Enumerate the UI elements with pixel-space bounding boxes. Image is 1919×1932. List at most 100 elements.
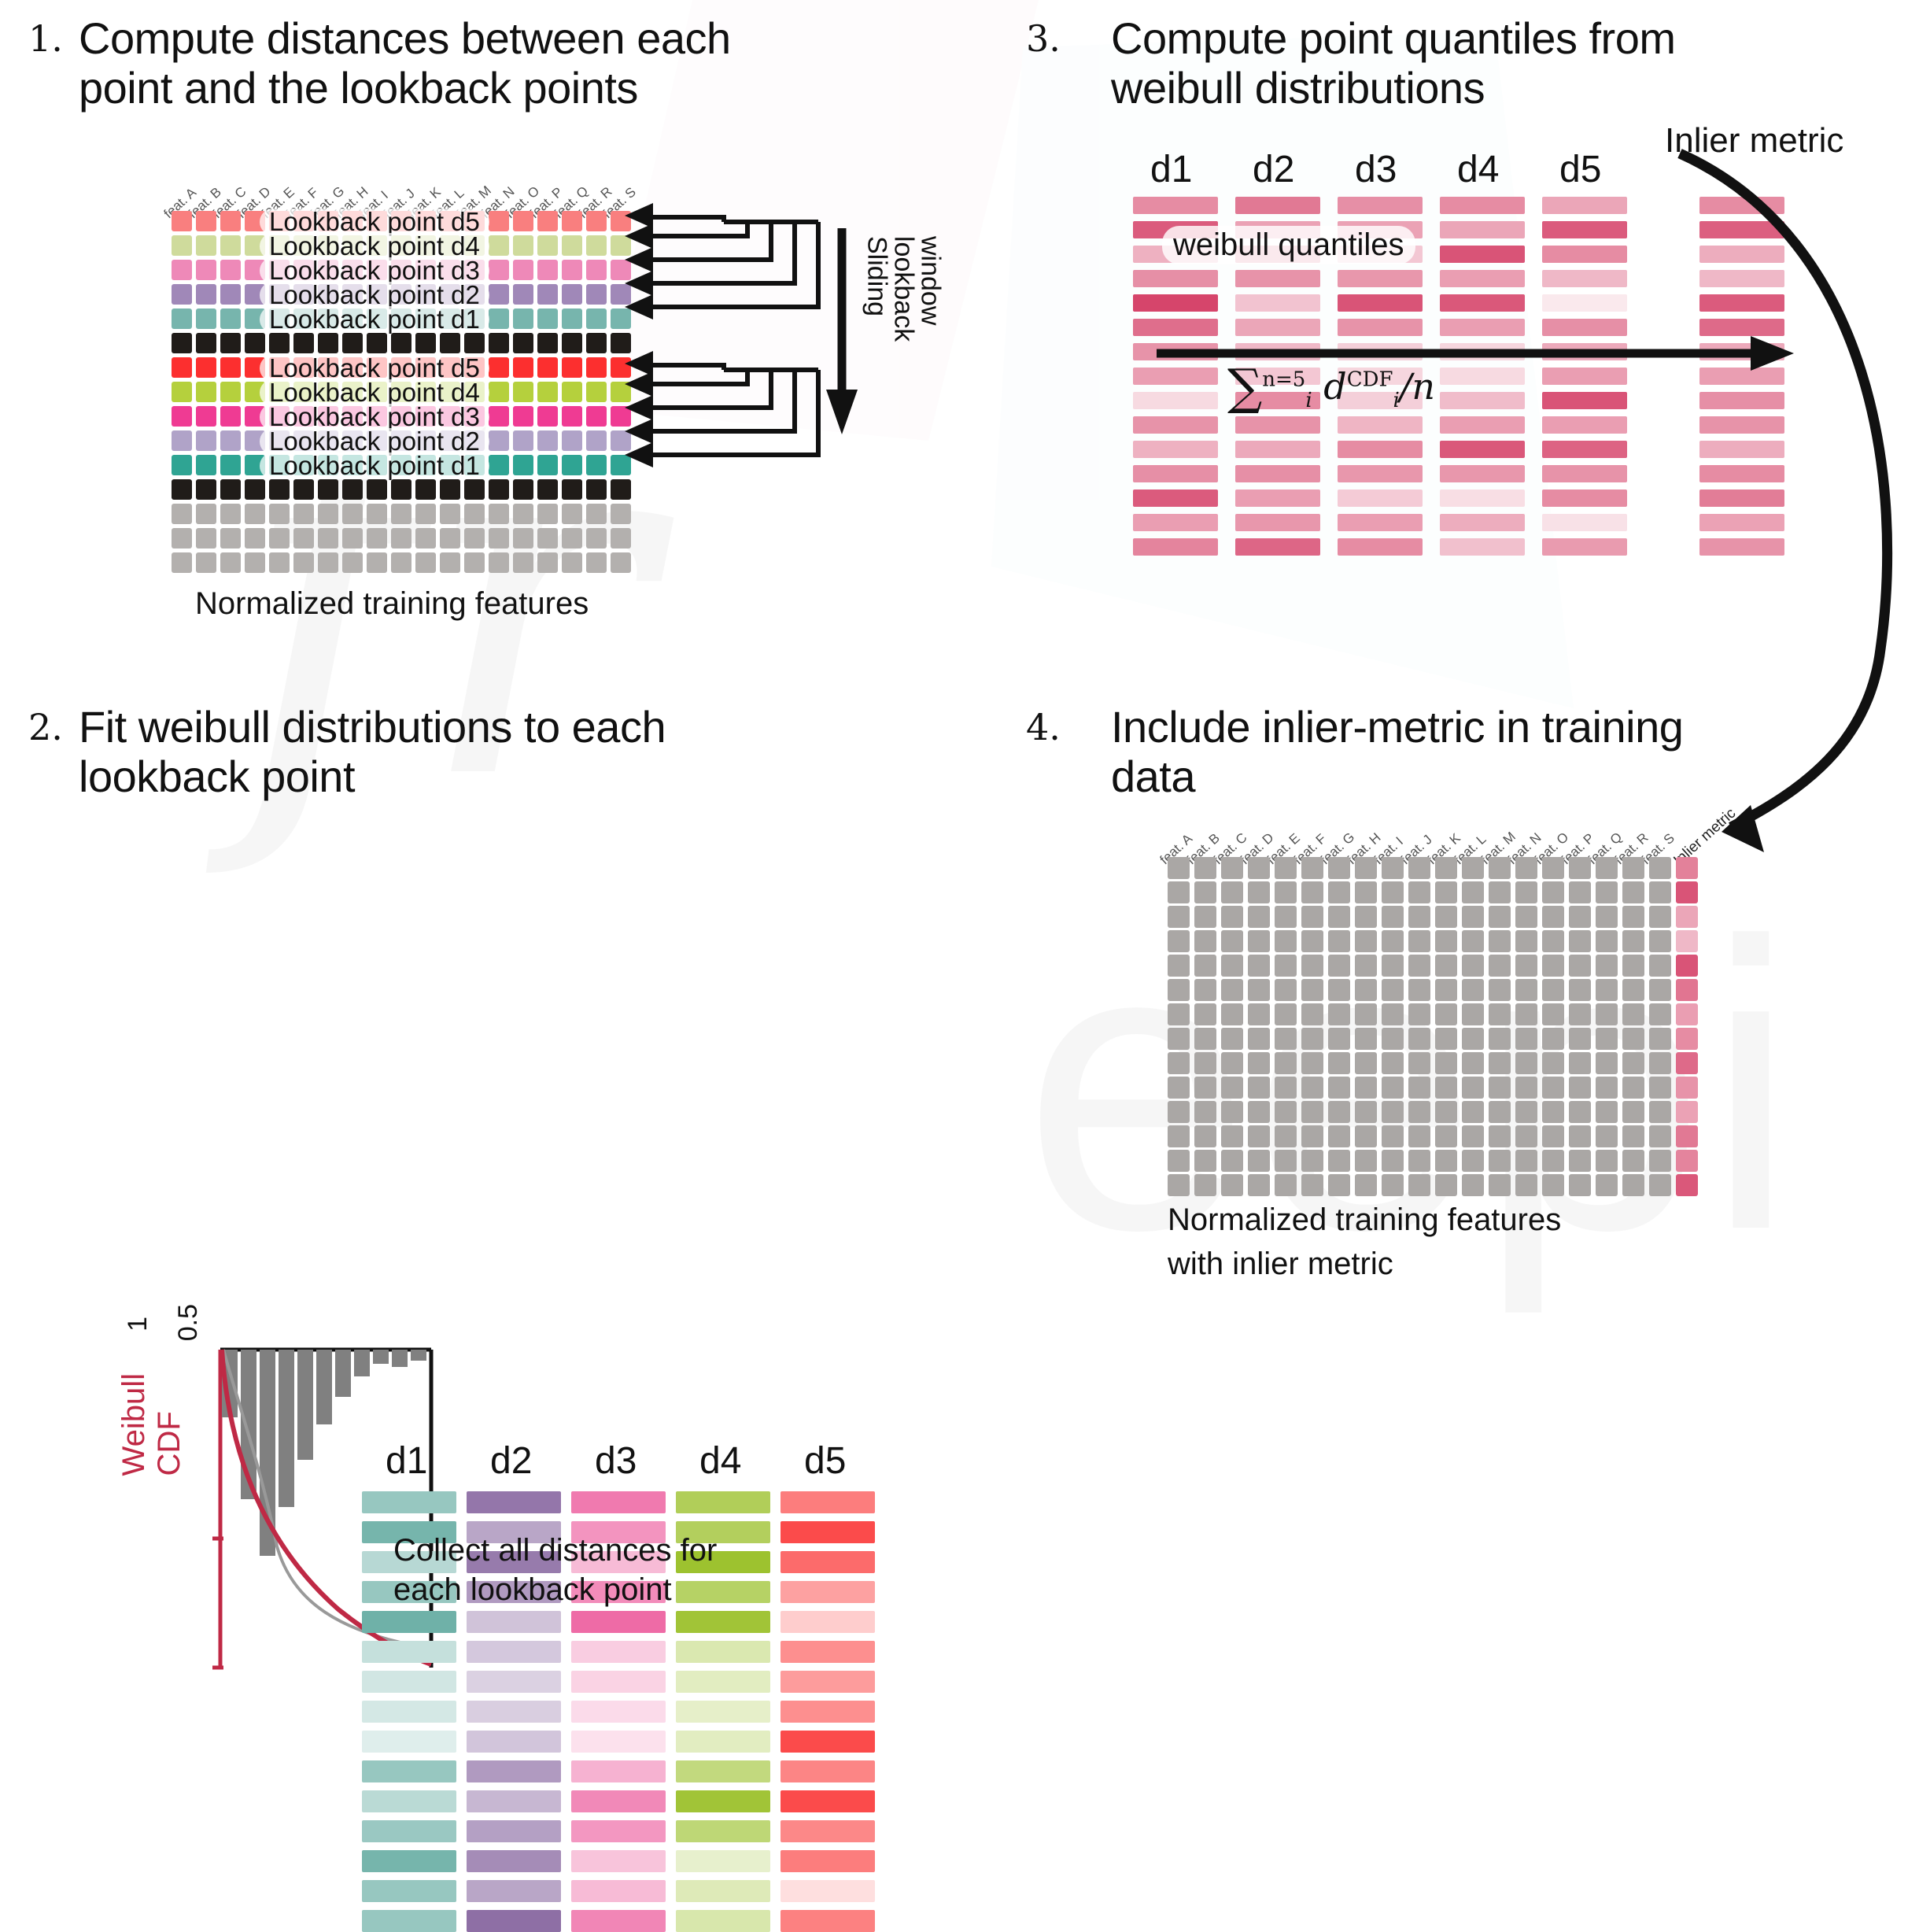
distance-bar: [781, 1581, 875, 1603]
quantile-bar: [1235, 197, 1320, 214]
matrix-cell: [1408, 881, 1430, 903]
matrix-cell: [1515, 857, 1537, 879]
distance-bar: [362, 1671, 456, 1693]
matrix-cell: [1596, 881, 1618, 903]
matrix-cell: [1221, 930, 1243, 952]
matrix-cell: [1221, 881, 1243, 903]
inlier-metric-bar: [1699, 221, 1784, 238]
matrix-cell: [1382, 1028, 1404, 1050]
matrix-cell: [1435, 1150, 1457, 1172]
matrix-cell: [1382, 955, 1404, 977]
matrix-cell: [1542, 955, 1564, 977]
matrix-cell: [1435, 930, 1457, 952]
inlier-metric-bar: [1699, 538, 1784, 556]
matrix-cell: [1328, 930, 1350, 952]
distance-bar: [571, 1671, 666, 1693]
formula-sup: n=5: [1262, 368, 1306, 392]
matrix-cell: [1355, 857, 1377, 879]
matrix-cell: [1328, 1125, 1350, 1147]
matrix-cell: [220, 260, 241, 280]
matrix-cell: [1408, 979, 1430, 1001]
distance-bar: [467, 1611, 561, 1633]
matrix-cell: [172, 357, 192, 378]
quantile-bar: [1133, 294, 1218, 312]
matrix-cell: [586, 211, 607, 231]
matrix-cell: [269, 333, 290, 353]
quantile-bar: [1338, 489, 1423, 507]
matrix-cell: [611, 528, 631, 549]
matrix-cell: [1194, 1125, 1216, 1147]
matrix-cell: [586, 430, 607, 451]
matrix-cell: [489, 308, 509, 329]
matrix-cell: [196, 260, 216, 280]
inlier-metric-bar: [1699, 416, 1784, 434]
matrix-cell: [1489, 1174, 1511, 1196]
matrix-cell: [1569, 881, 1591, 903]
distance-bar: [571, 1611, 666, 1633]
matrix-cell: [1355, 1052, 1377, 1074]
inlier-metric-cell: [1676, 857, 1698, 879]
matrix-cell: [1649, 930, 1671, 952]
inlier-metric-cell: [1676, 1077, 1698, 1099]
matrix-cell: [293, 528, 314, 549]
distance-bar: [571, 1850, 666, 1872]
matrix-cell: [537, 382, 558, 402]
quantile-bar: [1235, 489, 1320, 507]
matrix-cell: [1649, 1174, 1671, 1196]
weibull-cdf-axis-label: Weibull CDF: [116, 1373, 186, 1476]
matrix-cell: [489, 235, 509, 256]
matrix-cell: [562, 430, 582, 451]
matrix-cell: [1221, 906, 1243, 928]
quantile-bar: [1235, 319, 1320, 336]
quantile-bar: [1542, 416, 1627, 434]
sliding-label-line2: lookback: [888, 236, 919, 342]
matrix-cell: [1542, 1077, 1564, 1099]
inlier-metric-bar: [1699, 489, 1784, 507]
matrix-cell: [537, 308, 558, 329]
matrix-cell: [1569, 906, 1591, 928]
distance-bar: [676, 1820, 770, 1842]
matrix-cell: [513, 430, 533, 451]
matrix-cell: [1221, 1125, 1243, 1147]
matrix-cell: [1622, 1125, 1644, 1147]
matrix-cell: [1542, 1003, 1564, 1025]
matrix-cell: [1542, 930, 1564, 952]
matrix-cell: [1596, 1028, 1618, 1050]
matrix-cell: [1408, 1052, 1430, 1074]
distance-bar: [676, 1581, 770, 1603]
matrix-cell: [1355, 1150, 1377, 1172]
matrix-cell: [196, 430, 216, 451]
matrix-cell: [367, 504, 387, 524]
matrix-cell: [1355, 881, 1377, 903]
matrix-cell: [1596, 1003, 1618, 1025]
matrix-cell: [1515, 979, 1537, 1001]
matrix-cell: [513, 308, 533, 329]
quantile-bar: [1440, 319, 1525, 336]
matrix-cell: [1275, 1003, 1297, 1025]
quantile-bar: [1542, 368, 1627, 385]
matrix-cell: [562, 260, 582, 280]
matrix-cell: [1408, 955, 1430, 977]
distance-bar: [676, 1790, 770, 1812]
matrix-cell: [1248, 1150, 1270, 1172]
inlier-metric-bar: [1699, 392, 1784, 409]
matrix-cell: [1275, 979, 1297, 1001]
inlier-metric-header: Inlier metric: [1665, 121, 1844, 160]
matrix-cell: [1462, 906, 1484, 928]
inlier-metric-cell: [1676, 1125, 1698, 1147]
matrix-cell: [318, 552, 338, 573]
matrix-cell: [1275, 906, 1297, 928]
matrix-cell: [1462, 930, 1484, 952]
matrix-cell: [440, 479, 460, 500]
matrix-cell: [1569, 1003, 1591, 1025]
matrix-cell: [172, 504, 192, 524]
quantile-bar: [1133, 416, 1218, 434]
distance-bar: [781, 1491, 875, 1513]
matrix-cell: [1515, 1125, 1537, 1147]
distance-bar: [676, 1910, 770, 1932]
matrix-cell: [1248, 930, 1270, 952]
matrix-cell: [1489, 906, 1511, 928]
matrix-cell: [1275, 930, 1297, 952]
matrix-cell: [1596, 1077, 1618, 1099]
matrix-cell: [293, 552, 314, 573]
